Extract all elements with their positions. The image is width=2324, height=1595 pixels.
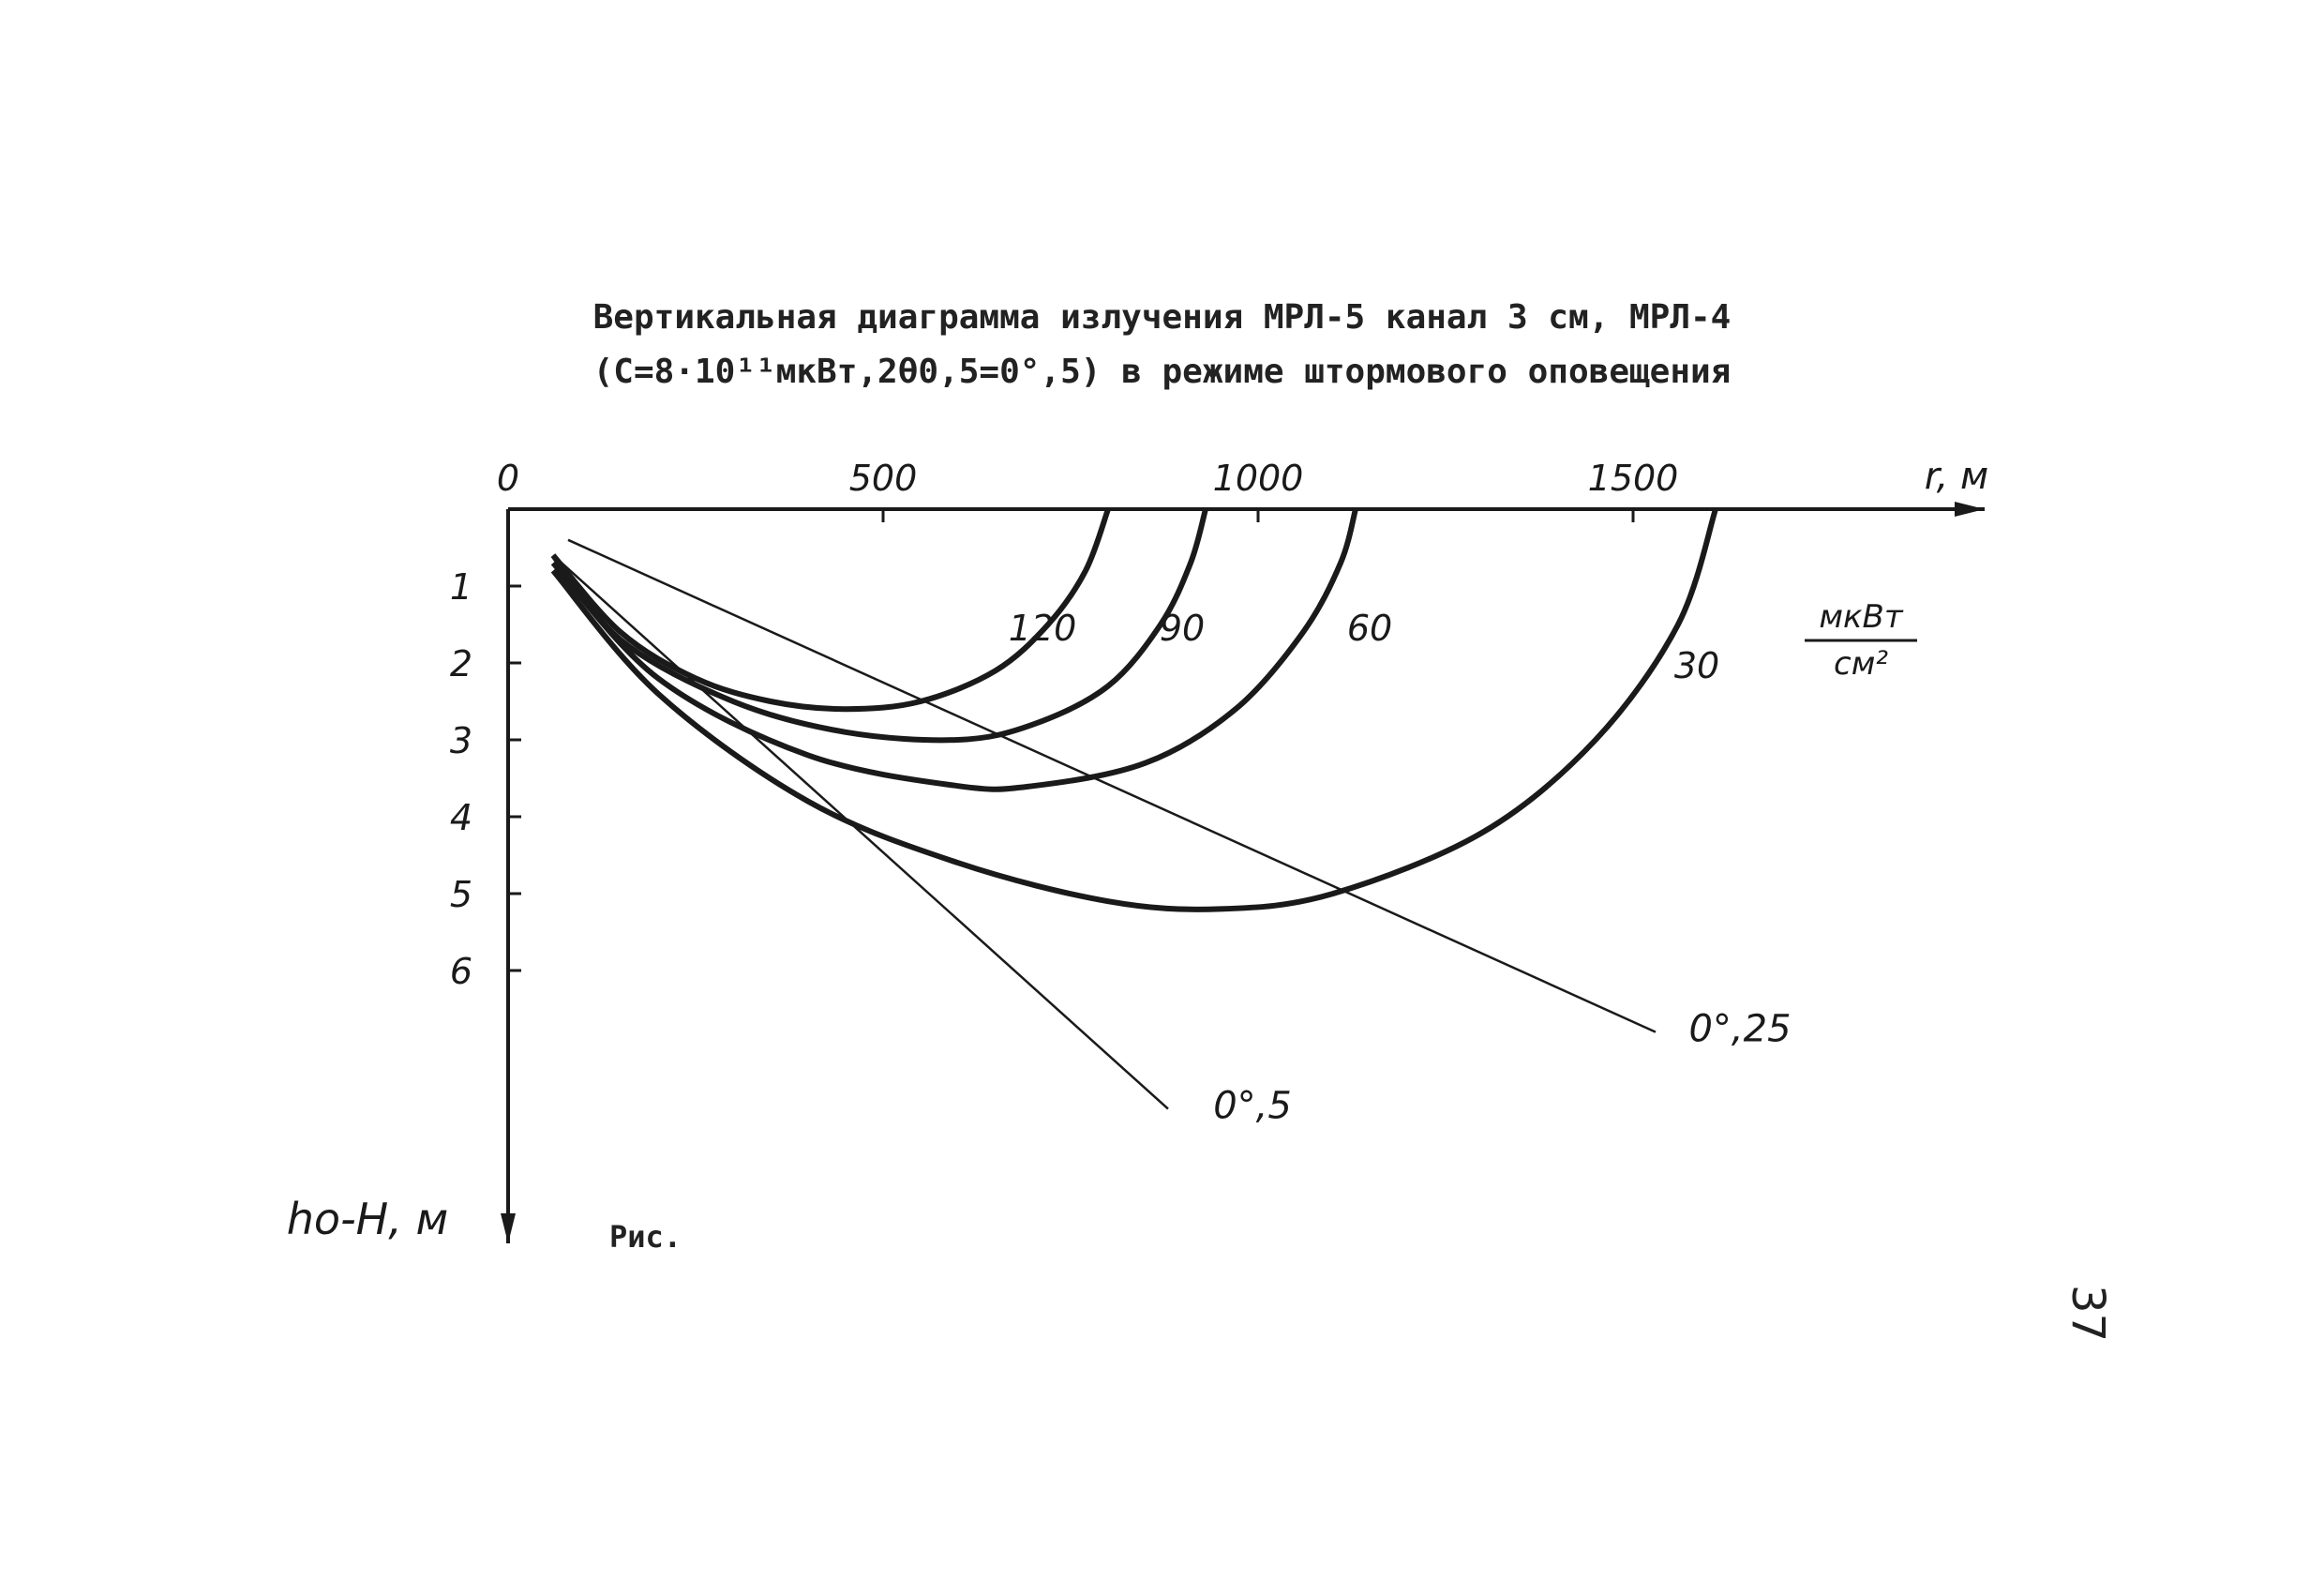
isoline-curve xyxy=(550,507,1111,713)
isoline-curve xyxy=(550,508,1208,744)
beam-lines xyxy=(552,538,1657,1110)
y-tick-label: 4 xyxy=(450,797,472,838)
y-tick-label: 6 xyxy=(450,951,472,992)
beam-label: 0°,5 xyxy=(1213,1085,1292,1128)
isoline-label: 120 xyxy=(1009,608,1077,649)
page-number: 37 xyxy=(2062,1285,2114,1343)
y-tick-label: 1 xyxy=(450,566,472,608)
y-tick-label: 5 xyxy=(450,874,472,915)
isoline-label: 60 xyxy=(1347,608,1392,649)
unit-numerator: мкВт xyxy=(1819,598,1904,636)
chart-title-line1: Вертикальная диаграмма излучения МРЛ-5 к… xyxy=(592,298,1732,337)
y-axis-title: hо-H, м xyxy=(287,1194,448,1244)
x-tick-label: 500 xyxy=(849,458,918,499)
isoline-label: 30 xyxy=(1674,645,1719,686)
axes: 0 500 1000 1500 1 2 3 4 5 6 r, м hо-H, м xyxy=(287,455,1988,1244)
y-tick-label: 2 xyxy=(450,643,472,685)
x-tick-label: 0 xyxy=(497,458,519,499)
x-axis-title: r, м xyxy=(1925,455,1988,498)
x-tick-label: 1500 xyxy=(1588,458,1679,499)
isoline-label: 90 xyxy=(1160,608,1205,649)
beam-label: 0°,25 xyxy=(1688,1008,1791,1051)
y-tick-label: 3 xyxy=(450,720,472,761)
x-tick-label: 1000 xyxy=(1213,458,1304,499)
chart-title-line2: (C=8·10¹¹мкВт,2θ0,5=0°,5) в режиме шторм… xyxy=(592,353,1732,391)
isoline-curve xyxy=(550,508,1718,912)
chart-labels: 0°,25 0°,5 120 90 60 30 мкВт см² xyxy=(1009,598,1917,1128)
x-axis-arrow xyxy=(1955,502,1985,517)
isoline-curve xyxy=(550,508,1358,792)
beam-line xyxy=(552,554,1169,1110)
y-axis-arrow xyxy=(501,1213,516,1243)
beam-line xyxy=(567,538,1657,1033)
isoline-curves xyxy=(550,507,1718,912)
figure-caption: Рис. xyxy=(609,1219,682,1255)
unit-denominator: см² xyxy=(1834,645,1888,683)
